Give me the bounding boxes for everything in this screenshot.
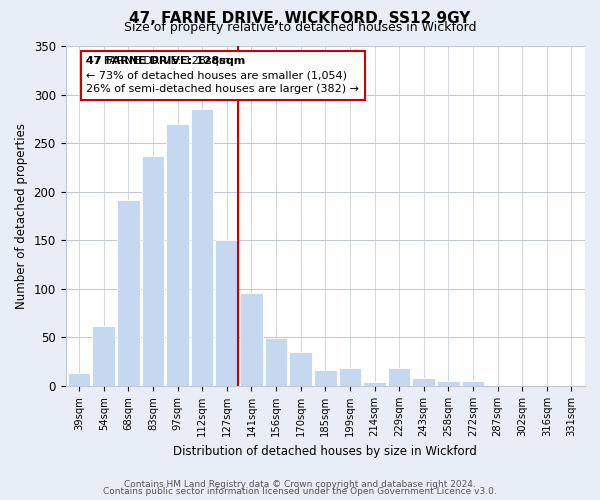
Bar [486,385,509,386]
Bar [215,240,238,386]
Bar [117,200,140,386]
Bar [437,381,460,386]
Bar [461,381,484,386]
Bar [68,374,91,386]
Text: Size of property relative to detached houses in Wickford: Size of property relative to detached ho… [124,21,476,34]
Bar [142,156,164,386]
Y-axis label: Number of detached properties: Number of detached properties [15,123,28,309]
Bar [388,368,410,386]
Bar [166,124,189,386]
Text: 47, FARNE DRIVE, WICKFORD, SS12 9GY: 47, FARNE DRIVE, WICKFORD, SS12 9GY [130,11,470,26]
Text: Contains HM Land Registry data © Crown copyright and database right 2024.: Contains HM Land Registry data © Crown c… [124,480,476,489]
Bar [240,293,263,386]
Text: 47 FARNE DRIVE: 128sqm: 47 FARNE DRIVE: 128sqm [86,56,245,66]
Bar [338,368,361,386]
Bar [560,385,583,386]
Bar [314,370,337,386]
Bar [289,352,312,386]
Bar [92,326,115,386]
Bar [265,338,287,386]
X-axis label: Distribution of detached houses by size in Wickford: Distribution of detached houses by size … [173,444,477,458]
Bar [412,378,435,386]
Text: Contains public sector information licensed under the Open Government Licence v3: Contains public sector information licen… [103,487,497,496]
Text: 47 FARNE DRIVE: 128sqm
← 73% of detached houses are smaller (1,054)
26% of semi-: 47 FARNE DRIVE: 128sqm ← 73% of detached… [86,56,359,94]
Bar [191,109,214,386]
Bar [363,382,386,386]
